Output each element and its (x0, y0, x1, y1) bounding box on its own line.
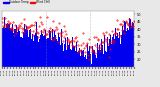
Legend: Outdoor Temp, Wind Chill: Outdoor Temp, Wind Chill (3, 0, 49, 4)
